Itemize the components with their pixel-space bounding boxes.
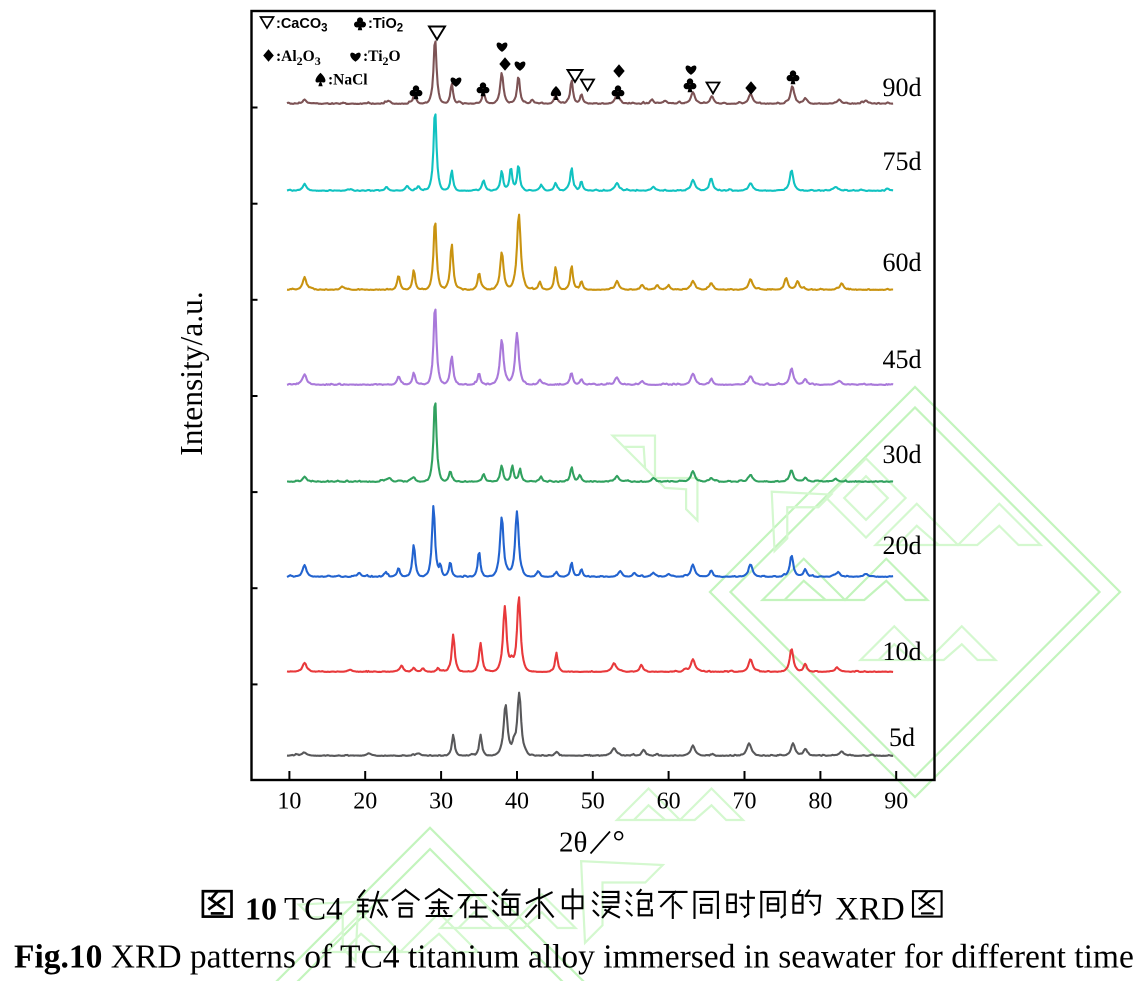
svg-text:40: 40 [505,789,529,815]
svg-text:Intensity/a.u.: Intensity/a.u. [174,291,209,455]
svg-text:20: 20 [353,789,377,815]
svg-text::Ti2O: :Ti2O [363,48,401,68]
svg-text:5d: 5d [889,723,915,752]
svg-text:Fig.10 XRD patterns of TC4 tit: Fig.10 XRD patterns of TC4 titanium allo… [14,939,1134,976]
svg-text:20d: 20d [883,531,922,560]
svg-text:90d: 90d [883,73,922,102]
svg-text:50: 50 [581,789,605,815]
svg-text:80: 80 [808,789,832,815]
svg-text:XRD: XRD [835,892,905,928]
svg-text:30: 30 [429,789,453,815]
svg-text:60d: 60d [883,248,922,277]
svg-text:60: 60 [657,789,681,815]
svg-text:10: 10 [245,891,277,927]
svg-text:10: 10 [277,789,301,815]
svg-text:75d: 75d [883,147,922,176]
svg-text:70: 70 [733,789,757,815]
svg-text:45d: 45d [883,345,922,374]
svg-text::NaCl: :NaCl [328,72,368,89]
svg-text:2θ: 2θ [559,827,587,859]
svg-text:°: ° [613,824,625,859]
svg-text:TC4: TC4 [284,892,343,928]
svg-text:10d: 10d [883,637,922,666]
svg-text::Al2O3: :Al2O3 [276,48,321,68]
svg-text:90: 90 [884,789,908,815]
svg-text::TiO2: :TiO2 [368,16,403,35]
svg-text:30d: 30d [883,440,922,469]
svg-text::CaCO3: :CaCO3 [276,16,328,35]
